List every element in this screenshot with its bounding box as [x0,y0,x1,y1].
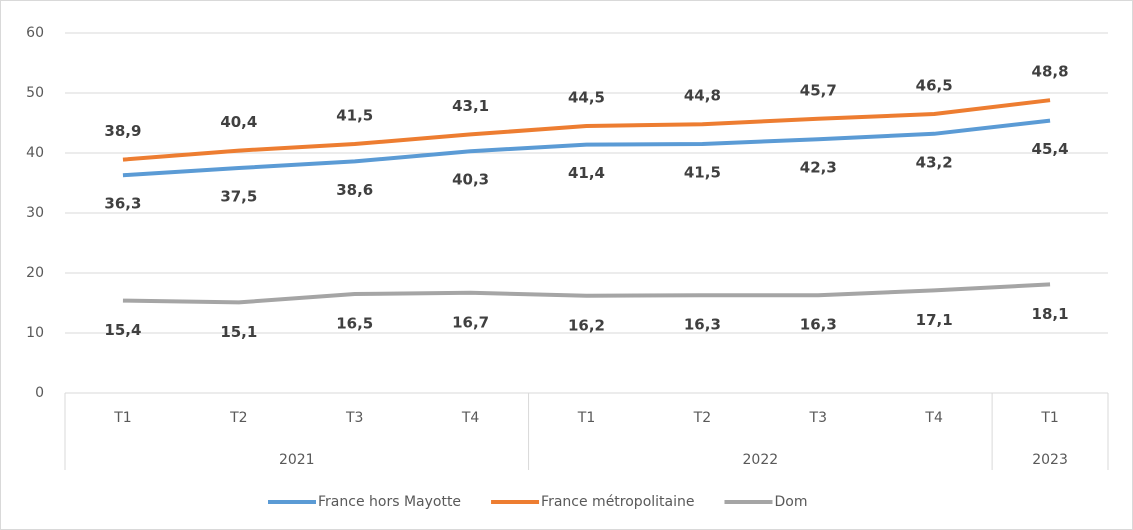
value-label: 38,6 [336,181,373,199]
value-label: 44,5 [568,89,605,107]
value-label: 45,7 [800,81,837,99]
x-tick-label: T3 [345,410,363,426]
value-label: 16,3 [684,316,721,334]
value-label: 41,5 [684,164,721,182]
value-label: 44,8 [684,87,721,105]
value-label: 45,4 [1032,140,1069,158]
value-label: 16,2 [568,316,605,334]
x-tick-label: T3 [809,410,827,426]
value-label: 43,2 [916,153,953,171]
x-group-label: 2023 [1032,452,1068,468]
value-label: 37,5 [220,188,257,206]
y-tick-label: 50 [26,85,44,101]
value-label: 38,9 [104,122,141,140]
series-line [122,98,1051,162]
legend-label: Dom [774,494,807,510]
series-line [122,282,1051,305]
value-label: 16,3 [800,316,837,334]
value-label: 40,4 [220,113,257,131]
value-label: 48,8 [1032,63,1069,81]
x-group-label: 2021 [279,452,315,468]
value-label: 17,1 [916,311,953,329]
y-tick-label: 20 [26,265,44,281]
value-label: 41,5 [336,107,373,125]
value-label: 46,5 [916,77,953,95]
legend-label: France métropolitaine [541,494,694,510]
value-label: 16,5 [336,315,373,333]
legend-label: France hors Mayotte [318,494,461,510]
value-label: 41,4 [568,164,605,182]
x-tick-label: T1 [577,410,595,426]
value-label: 42,3 [800,159,837,177]
value-label: 43,1 [452,97,489,115]
value-label: 16,7 [452,313,489,331]
y-tick-label: 0 [35,385,44,401]
x-tick-label: T2 [693,410,711,426]
value-label: 36,3 [104,195,141,213]
y-tick-label: 10 [26,325,44,341]
value-label: 40,3 [452,171,489,189]
x-tick-label: T2 [229,410,247,426]
value-label: 18,1 [1032,305,1069,323]
x-tick-label: T4 [461,410,480,426]
series-line [122,118,1051,178]
value-label: 15,1 [220,323,257,341]
y-tick-label: 30 [26,205,44,221]
x-tick-label: T1 [113,410,131,426]
x-tick-label: T4 [924,410,943,426]
value-label: 15,4 [104,321,141,339]
x-tick-label: T1 [1040,410,1058,426]
y-tick-label: 40 [26,145,44,161]
x-group-label: 2022 [743,452,779,468]
y-tick-label: 60 [26,25,44,41]
